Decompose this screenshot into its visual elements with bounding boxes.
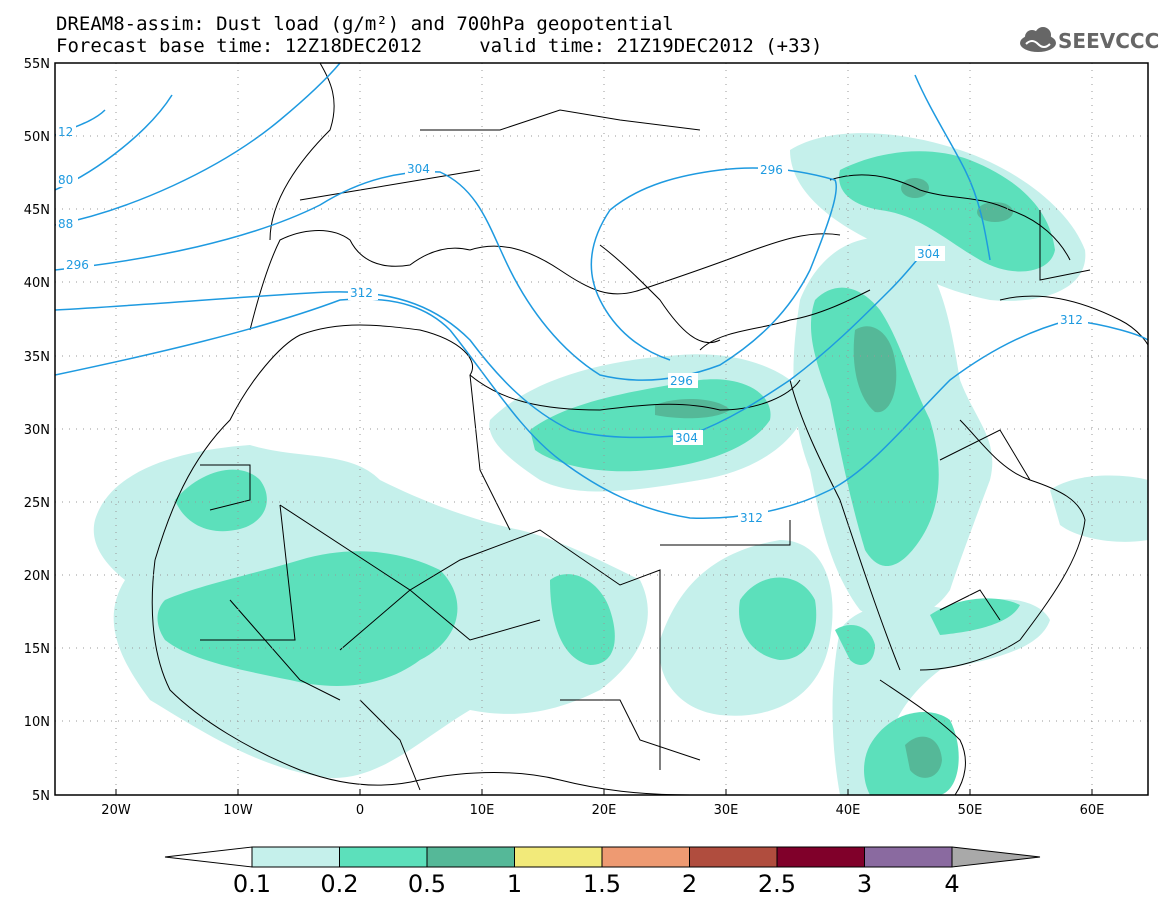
chart-title: DREAM8-assim: Dust load (g/m²) and 700hP…	[56, 13, 674, 35]
contour-label: 12	[58, 125, 73, 139]
colorbar-tick-label: 0.1	[232, 870, 272, 898]
chart-subtitle: Forecast base time: 12Z18DEC2012 valid t…	[56, 35, 823, 57]
contour-label: 80	[58, 173, 73, 187]
colorbar-tick-label: 0.2	[320, 870, 359, 898]
colorbar-high-arrow	[951, 846, 1041, 868]
cloud-icon	[1020, 27, 1056, 52]
lat-label: 15N	[24, 642, 50, 657]
colorbar-tick-label: 4	[944, 870, 960, 898]
colorbar-tick-label: 2	[681, 870, 698, 898]
graticule	[55, 63, 1148, 795]
lat-label: 5N	[32, 789, 50, 804]
lat-label: 10N	[24, 715, 50, 730]
lon-label: 10E	[470, 803, 495, 818]
colorbar-swatch	[864, 846, 953, 868]
contour-label: 296	[66, 258, 89, 272]
dust-medium-layer	[157, 151, 1055, 795]
contour-label: 312	[1060, 313, 1083, 327]
contour-label: 296	[670, 374, 693, 388]
colorbar-tick-label: 0.5	[407, 870, 447, 898]
longitude-axis: 20W 10W 0 10E 20E 30E 40E 50E 60E	[101, 803, 1104, 818]
colorbar-swatch	[689, 846, 778, 868]
lat-label: 50N	[24, 130, 50, 145]
lat-label: 25N	[24, 496, 50, 511]
coastlines	[151, 63, 1148, 795]
colorbar-swatch	[339, 846, 428, 868]
contour-label-group: 12 80 88 296 304 296 304 312 304 312 296…	[56, 124, 1088, 525]
contour-label: 304	[917, 247, 940, 261]
latitude-axis: 55N 50N 45N 40N 35N 30N 25N 20N 15N 10N …	[24, 57, 50, 804]
lat-label: 20N	[24, 569, 50, 584]
colorbar-swatch	[251, 846, 340, 868]
lat-label: 45N	[24, 203, 50, 218]
axis-ticks	[115, 789, 1093, 795]
lon-label: 0	[356, 803, 364, 818]
logo-text: SEEVCCC	[1058, 29, 1160, 53]
plot-frame	[54, 62, 1149, 796]
lon-label: 10W	[223, 803, 253, 818]
lat-label: 40N	[24, 276, 50, 291]
contour-label: 88	[58, 217, 73, 231]
geopotential-contours	[55, 63, 1148, 519]
lon-label: 20E	[592, 803, 617, 818]
colorbar-low-arrow	[164, 846, 253, 868]
lat-label: 30N	[24, 423, 50, 438]
contour-label: 304	[675, 431, 698, 445]
colorbar	[164, 846, 1041, 868]
lon-label: 60E	[1080, 803, 1105, 818]
lon-label: 50E	[958, 803, 983, 818]
contour-label: 296	[760, 163, 783, 177]
lon-label: 20W	[101, 803, 131, 818]
colorbar-swatch	[514, 846, 603, 868]
lon-label: 30E	[714, 803, 739, 818]
colorbar-tick-label: 3	[856, 870, 873, 898]
contour-label: 312	[740, 511, 763, 525]
lat-label: 55N	[24, 57, 50, 72]
lon-label: 40E	[836, 803, 861, 818]
contour-label: 312	[350, 286, 373, 300]
colorbar-tick-label: 1	[506, 870, 523, 898]
colorbar-swatch	[601, 846, 690, 868]
colorbar-swatch	[776, 846, 865, 868]
colorbar-tick-label: 2.5	[757, 870, 797, 898]
seevccc-logo: SEEVCCC	[1018, 26, 1160, 56]
contour-label: 304	[407, 162, 430, 176]
colorbar-swatch	[426, 846, 515, 868]
colorbar-tick-label: 1.5	[582, 870, 622, 898]
lat-label: 35N	[24, 350, 50, 365]
